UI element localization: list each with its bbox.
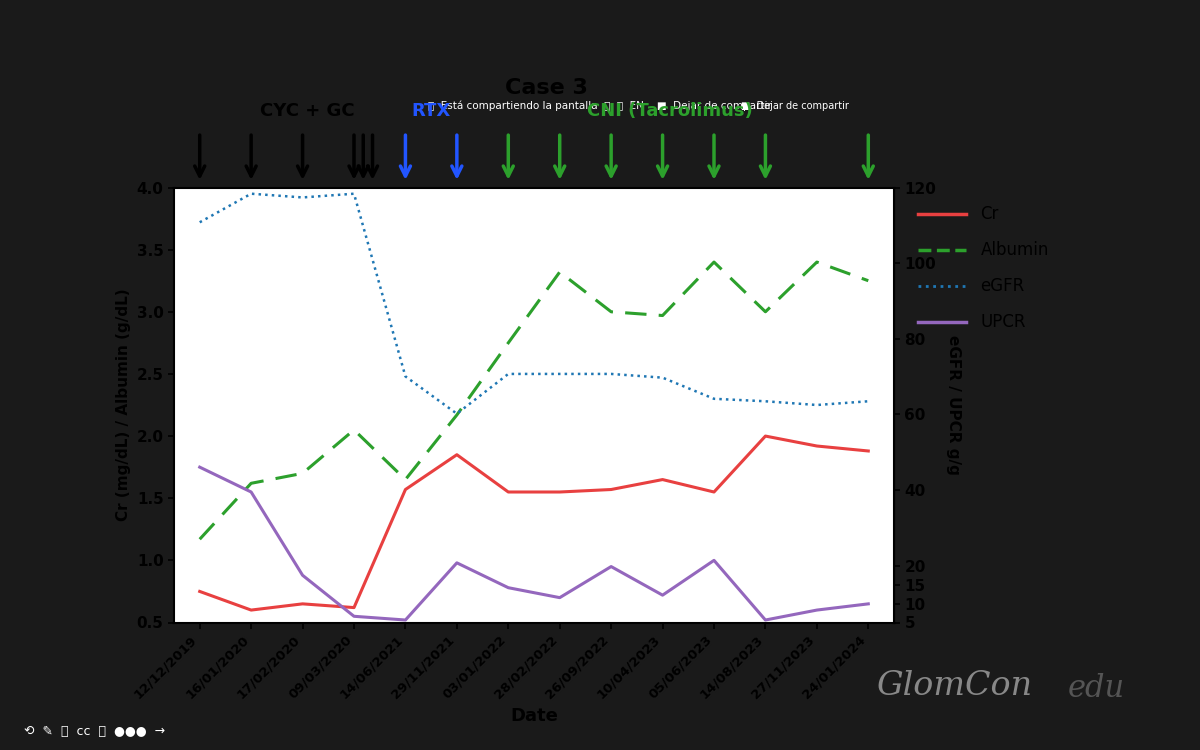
Text: RTX: RTX [412,102,451,120]
Text: GlomCon: GlomCon [876,670,1032,702]
Text: 🎤  Está compartiendo la pantalla  🎤  🔒  EN    ■  Dejar de compartir: 🎤 Está compartiendo la pantalla 🎤 🔒 EN ■… [428,100,772,111]
Text: UPCR: UPCR [980,313,1026,331]
Text: ⟲  ✎  🔍  cc  📷  ●●●  →: ⟲ ✎ 🔍 cc 📷 ●●● → [24,724,166,738]
Text: CNI (Tacrolimus): CNI (Tacrolimus) [587,102,752,120]
Text: ■  Dejar de compartir: ■ Dejar de compartir [742,100,848,111]
Text: eGFR: eGFR [980,277,1025,295]
Y-axis label: eGFR / UPCR g/g: eGFR / UPCR g/g [947,335,961,475]
X-axis label: Date: Date [510,706,558,724]
Text: Albumin: Albumin [980,241,1049,259]
Text: Cr: Cr [980,205,998,223]
Text: edu: edu [1068,673,1126,704]
Text: CYC + GC: CYC + GC [260,102,354,120]
Y-axis label: Cr (mg/dL) / Albumin (g/dL): Cr (mg/dL) / Albumin (g/dL) [116,289,131,521]
Text: Case 3: Case 3 [504,78,588,98]
